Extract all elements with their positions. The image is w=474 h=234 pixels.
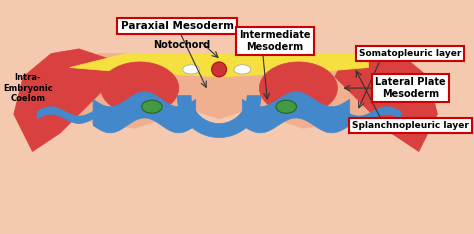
Text: Somatopleuric layer: Somatopleuric layer <box>359 49 462 58</box>
Text: Intra-
Embryonic
Coelom: Intra- Embryonic Coelom <box>3 73 53 103</box>
Text: Lateral Plate
Mesoderm: Lateral Plate Mesoderm <box>375 77 446 99</box>
Polygon shape <box>93 92 196 133</box>
Ellipse shape <box>142 100 162 113</box>
Text: Splanchnopleuric layer: Splanchnopleuric layer <box>352 121 469 130</box>
Polygon shape <box>242 92 350 133</box>
Ellipse shape <box>182 65 200 74</box>
Polygon shape <box>177 95 261 138</box>
Polygon shape <box>345 107 401 124</box>
Polygon shape <box>14 49 117 152</box>
Text: Paraxial Mesoderm: Paraxial Mesoderm <box>120 21 234 31</box>
Ellipse shape <box>234 65 251 74</box>
Ellipse shape <box>276 100 297 113</box>
Polygon shape <box>70 54 368 77</box>
Polygon shape <box>259 62 337 114</box>
Polygon shape <box>101 62 179 114</box>
Polygon shape <box>60 54 378 128</box>
Polygon shape <box>335 49 438 152</box>
Text: Intermediate
Mesoderm: Intermediate Mesoderm <box>239 30 311 52</box>
Text: Notochord: Notochord <box>153 40 210 50</box>
Polygon shape <box>37 107 93 124</box>
Circle shape <box>211 62 227 77</box>
